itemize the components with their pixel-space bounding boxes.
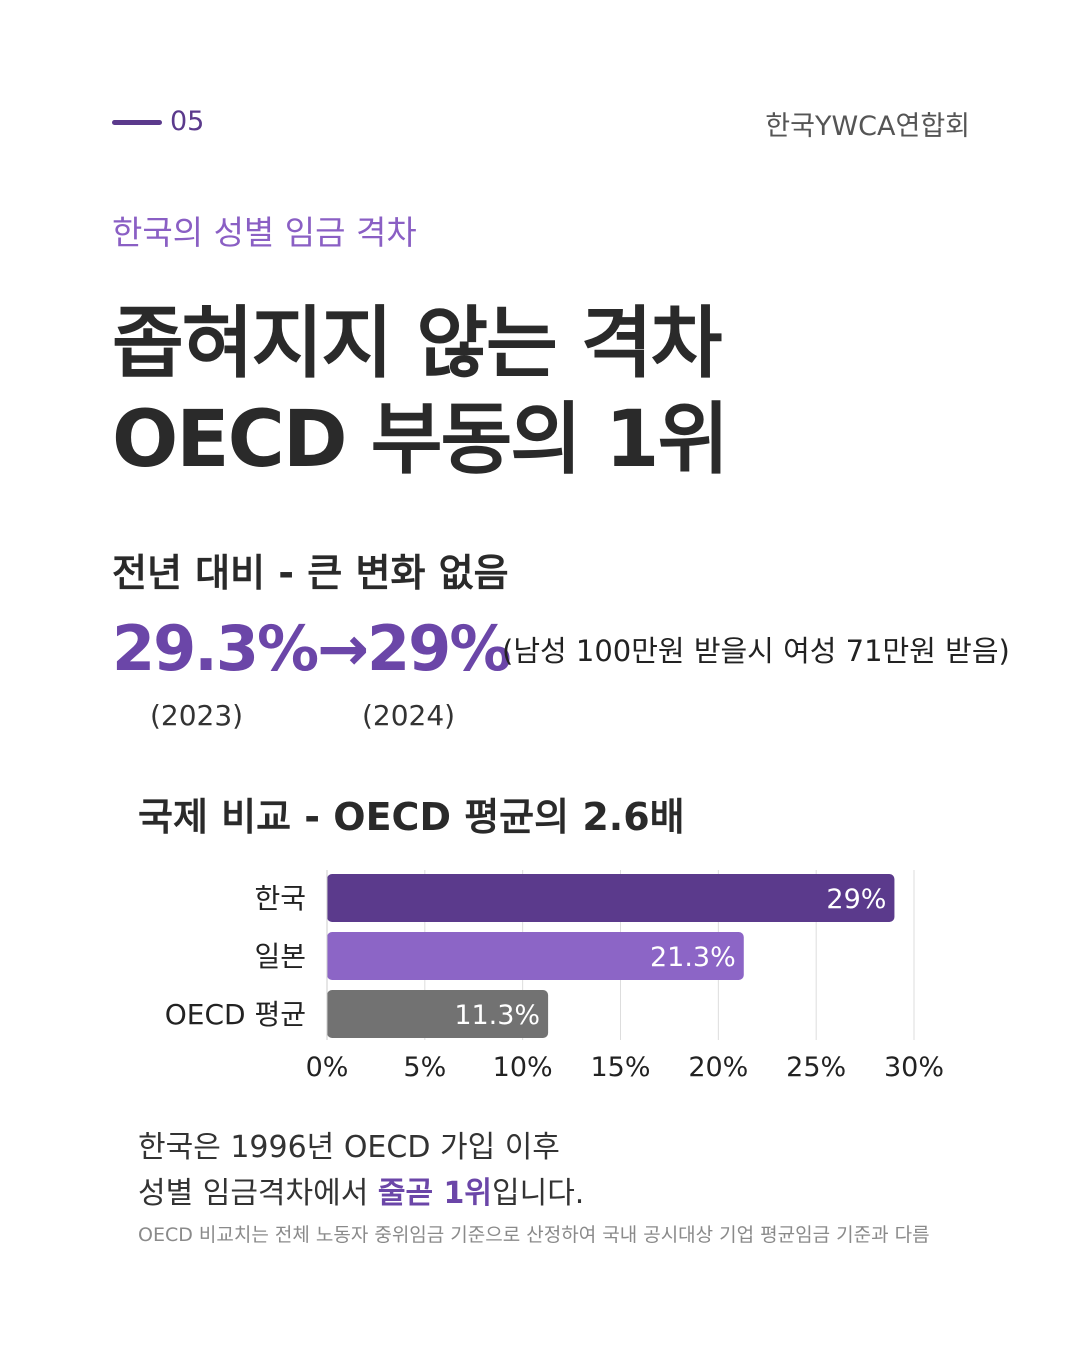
bar-value-label: 11.3%: [454, 1000, 540, 1031]
organization-name: 한국YWCA연합회: [765, 111, 970, 142]
x-tick-label: 20%: [688, 1052, 748, 1083]
kicker-text: 한국의 성별 임금 격차: [112, 213, 417, 252]
comparison-heading: 국제 비교 - OECD 평균의 2.6배: [138, 795, 685, 839]
x-tick-label: 25%: [786, 1052, 846, 1083]
x-tick-label: 0%: [306, 1052, 349, 1083]
x-tick-label: 5%: [403, 1052, 446, 1083]
footer-line-1: 한국은 1996년 OECD 가입 이후: [138, 1130, 560, 1165]
value-to: 29%: [367, 612, 511, 685]
x-tick-label: 10%: [493, 1052, 553, 1083]
trend-values: 29.3%→29%: [112, 612, 511, 685]
footer-line-2: 성별 임금격차에서 줄곧 1위입니다.: [138, 1168, 584, 1212]
bar-value-label: 21.3%: [650, 942, 736, 973]
category-label: 한국: [254, 882, 306, 915]
page-number: 05: [170, 106, 205, 137]
bar: [327, 874, 895, 922]
x-tick-label: 15%: [590, 1052, 650, 1083]
footer-line-2-post: 입니다.: [492, 1176, 585, 1211]
page-number-line: [112, 120, 162, 125]
year-from: (2023): [150, 699, 244, 732]
arrow: →: [317, 612, 369, 685]
title-line-1: 좁혀지지 않는 격차: [112, 299, 722, 389]
footer-highlight: 줄곧 1위: [377, 1176, 492, 1211]
bar-chart: 29% 한국 21.3% 일본 11.3% OECD 평균0% 5% 10% 15% 20% 25%…: [165, 870, 944, 1083]
title-line-2: OECD 부동의 1위: [112, 395, 729, 485]
trend-note: (남성 100만원 받을시 여성 71만원 받음): [502, 634, 1010, 668]
footer-line-2-pre: 성별 임금격차에서: [138, 1176, 378, 1211]
category-label: OECD 평균: [165, 998, 306, 1031]
year-to: (2024): [362, 699, 456, 732]
category-label: 일본: [254, 940, 306, 973]
trend-heading: 전년 대비 - 큰 변화 없음: [112, 551, 509, 595]
bar-value-label: 29%: [826, 884, 886, 915]
bar: [327, 990, 549, 1038]
value-from: 29.3%: [112, 612, 319, 685]
fine-print: OECD 비교치는 전체 노동자 중위임금 기준으로 산정하여 국내 공시대상 …: [138, 1224, 930, 1246]
bar: [327, 932, 744, 980]
page-title: 좁혀지지 않는 격차 OECD 부동의 1위: [112, 296, 729, 488]
x-tick-label: 30%: [884, 1052, 944, 1083]
